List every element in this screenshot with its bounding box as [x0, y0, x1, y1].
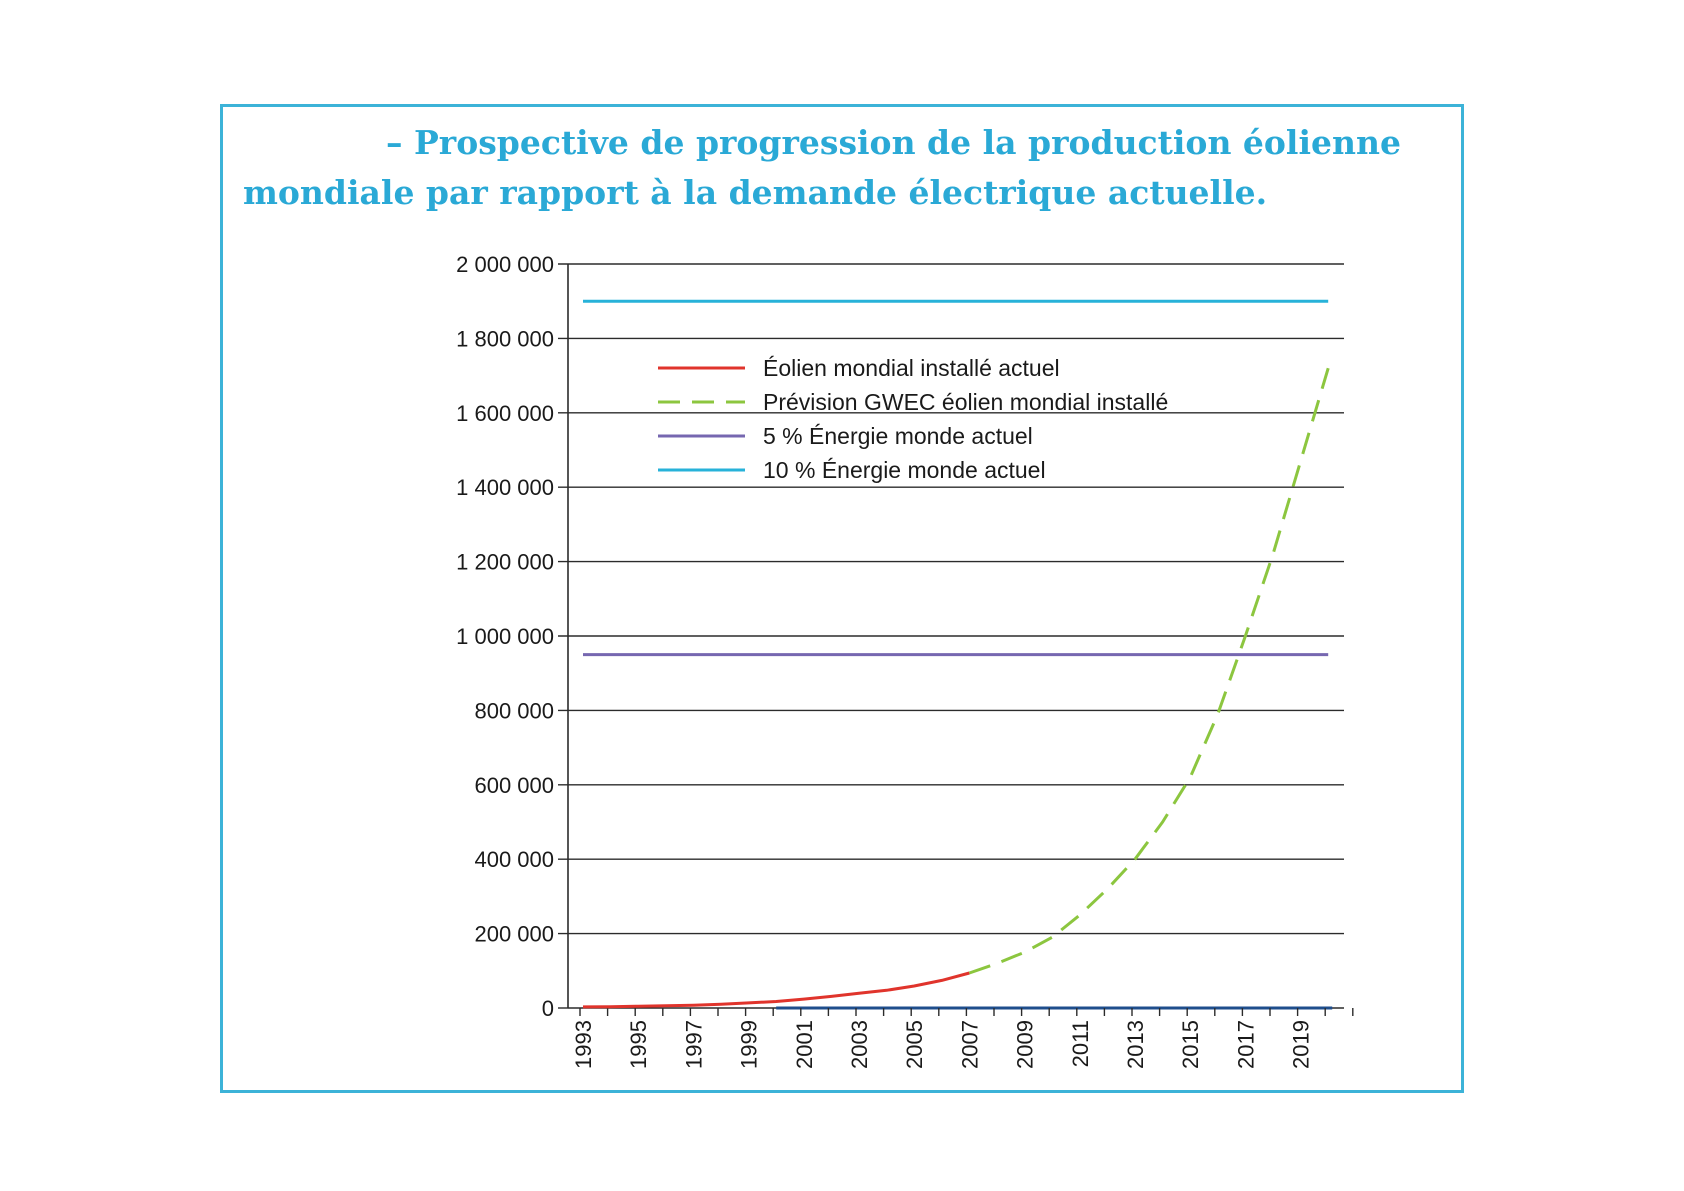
legend-label: 5 % Énergie monde actuel — [763, 423, 1033, 449]
y-tick-label: 200 000 — [474, 922, 554, 947]
figure-frame — [220, 104, 1464, 1093]
title-line-2: mondiale par rapport à la demande électr… — [243, 173, 1268, 212]
x-tick-label: 2015 — [1178, 1020, 1203, 1069]
x-tick-label: 2013 — [1123, 1020, 1148, 1069]
x-tick-label: 2007 — [957, 1020, 982, 1069]
y-tick-label: 2 000 000 — [456, 252, 554, 277]
y-tick-label: 1 400 000 — [456, 475, 554, 500]
x-tick-label: 2005 — [902, 1020, 927, 1069]
y-tick-label: 1 200 000 — [456, 550, 554, 575]
legend-label: Prévision GWEC éolien mondial installé — [763, 389, 1168, 415]
y-tick-label: 1 600 000 — [456, 401, 554, 426]
x-tick-label: 1993 — [571, 1020, 596, 1069]
legend-label: Éolien mondial installé actuel — [763, 355, 1060, 381]
series-line-forecast — [968, 367, 1330, 975]
x-tick-label: 2001 — [792, 1020, 817, 1069]
x-tick-label: 2011 — [1068, 1020, 1093, 1067]
x-tick-label: 1999 — [737, 1020, 762, 1069]
grid-lines — [558, 263, 1344, 935]
y-tick-label: 1 000 000 — [456, 624, 554, 649]
x-tick-label: 1995 — [626, 1020, 651, 1069]
legend-label: 10 % Énergie monde actuel — [763, 457, 1046, 483]
y-tick-label: 600 000 — [474, 773, 554, 798]
x-tick-label: 2017 — [1233, 1020, 1258, 1069]
x-tick-label: 1997 — [681, 1020, 706, 1069]
y-tick-label: 0 — [542, 996, 554, 1021]
series-line-actual — [582, 971, 970, 1009]
y-tick-label: 800 000 — [474, 698, 554, 723]
y-tick-label: 400 000 — [474, 847, 554, 872]
title-line-1: – Prospective de progression de la produ… — [386, 123, 1401, 162]
y-tick-label: 1 800 000 — [456, 326, 554, 351]
legend: Éolien mondial installé actuel Prévision … — [658, 355, 1168, 483]
y-axis-ticks: 0 200 000 400 000 600 000 800 000 1 000 000 1 … — [456, 252, 568, 1021]
figure-title: – Prospective de progression de la produ… — [243, 118, 1453, 218]
x-tick-label: 2009 — [1013, 1020, 1038, 1069]
x-axis-ticks: 1993 1995 1997 1999 2001 2003 2005 2007 2009 2011… — [571, 1008, 1354, 1069]
x-tick-label: 2003 — [847, 1020, 872, 1069]
series-group — [582, 299, 1330, 1009]
x-tick-label: 2019 — [1289, 1020, 1314, 1069]
